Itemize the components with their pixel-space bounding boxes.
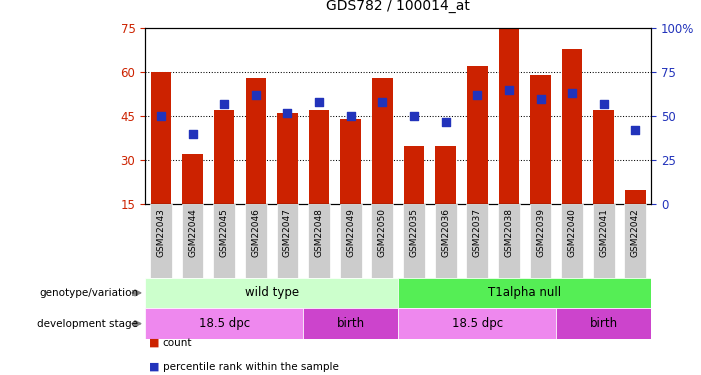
FancyBboxPatch shape: [145, 308, 304, 339]
Text: ■: ■: [149, 362, 159, 372]
Text: GDS782 / 100014_at: GDS782 / 100014_at: [326, 0, 470, 13]
FancyBboxPatch shape: [182, 204, 203, 278]
Text: birth: birth: [590, 317, 618, 330]
FancyBboxPatch shape: [213, 204, 235, 278]
FancyBboxPatch shape: [403, 204, 425, 278]
Text: T1alpha null: T1alpha null: [488, 286, 562, 299]
Bar: [562, 49, 583, 204]
Text: GSM22038: GSM22038: [505, 208, 513, 257]
Bar: [530, 75, 551, 204]
Text: GSM22035: GSM22035: [409, 208, 418, 257]
Text: GSM22037: GSM22037: [472, 208, 482, 257]
FancyBboxPatch shape: [308, 204, 330, 278]
FancyBboxPatch shape: [398, 278, 651, 308]
Point: [282, 110, 293, 116]
Bar: [372, 78, 393, 204]
Point: [535, 96, 546, 102]
Text: percentile rank within the sample: percentile rank within the sample: [163, 362, 339, 372]
Text: wild type: wild type: [245, 286, 299, 299]
FancyBboxPatch shape: [245, 204, 267, 278]
Bar: [214, 110, 234, 204]
FancyBboxPatch shape: [372, 204, 393, 278]
Text: count: count: [163, 338, 192, 348]
Text: GSM22044: GSM22044: [188, 208, 197, 257]
FancyBboxPatch shape: [150, 204, 172, 278]
Text: 18.5 dpc: 18.5 dpc: [451, 317, 503, 330]
Point: [566, 90, 578, 96]
Text: 18.5 dpc: 18.5 dpc: [198, 317, 250, 330]
Bar: [277, 113, 298, 204]
Text: GSM22046: GSM22046: [252, 208, 260, 257]
Point: [503, 87, 515, 93]
Bar: [404, 146, 424, 204]
Point: [629, 128, 641, 134]
Bar: [245, 78, 266, 204]
Text: GSM22042: GSM22042: [631, 208, 640, 257]
Text: GSM22045: GSM22045: [219, 208, 229, 257]
Text: development stage: development stage: [37, 319, 138, 328]
Text: GSM22047: GSM22047: [283, 208, 292, 257]
Point: [187, 131, 198, 137]
Text: GSM22041: GSM22041: [599, 208, 608, 257]
Bar: [182, 154, 203, 204]
Point: [376, 99, 388, 105]
Point: [440, 118, 451, 124]
Point: [219, 101, 230, 107]
Bar: [498, 28, 519, 204]
Point: [345, 113, 356, 119]
Bar: [151, 72, 171, 204]
Bar: [594, 110, 614, 204]
FancyBboxPatch shape: [498, 204, 520, 278]
Text: GSM22048: GSM22048: [315, 208, 324, 257]
Text: GSM22043: GSM22043: [156, 208, 165, 257]
FancyBboxPatch shape: [435, 204, 456, 278]
Text: GSM22050: GSM22050: [378, 208, 387, 257]
FancyBboxPatch shape: [398, 308, 557, 339]
Point: [156, 113, 167, 119]
Point: [250, 92, 261, 98]
Text: GSM22049: GSM22049: [346, 208, 355, 257]
FancyBboxPatch shape: [145, 278, 398, 308]
Point: [472, 92, 483, 98]
Point: [598, 101, 609, 107]
Point: [409, 113, 420, 119]
Bar: [435, 146, 456, 204]
Bar: [341, 119, 361, 204]
FancyBboxPatch shape: [466, 204, 488, 278]
Bar: [309, 110, 329, 204]
Bar: [467, 66, 487, 204]
FancyBboxPatch shape: [557, 308, 651, 339]
Bar: [625, 190, 646, 204]
FancyBboxPatch shape: [562, 204, 583, 278]
Text: GSM22036: GSM22036: [441, 208, 450, 257]
FancyBboxPatch shape: [625, 204, 646, 278]
Text: GSM22040: GSM22040: [568, 208, 577, 257]
Point: [313, 99, 325, 105]
FancyBboxPatch shape: [276, 204, 299, 278]
FancyBboxPatch shape: [304, 308, 398, 339]
Text: birth: birth: [336, 317, 365, 330]
Text: ■: ■: [149, 338, 159, 348]
Text: GSM22039: GSM22039: [536, 208, 545, 257]
FancyBboxPatch shape: [593, 204, 615, 278]
FancyBboxPatch shape: [340, 204, 362, 278]
FancyBboxPatch shape: [529, 204, 552, 278]
Text: genotype/variation: genotype/variation: [39, 288, 138, 298]
